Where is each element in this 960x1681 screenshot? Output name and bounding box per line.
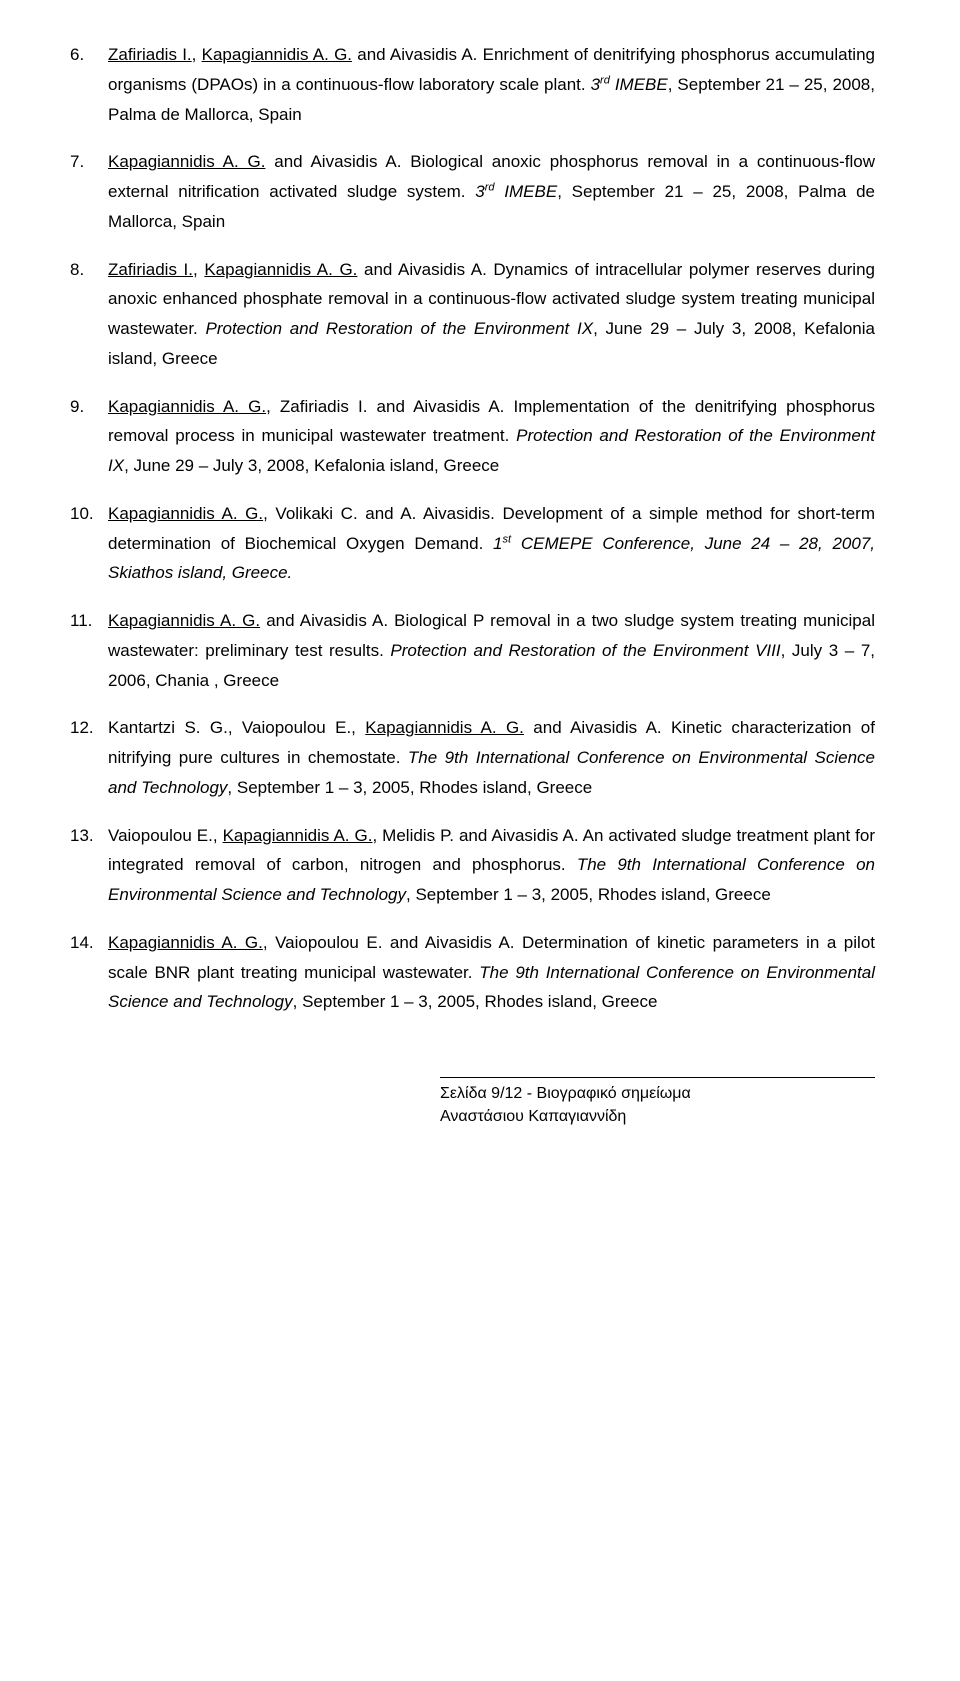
reference-item: Kapagiannidis A. G. and Aivasidis A. Bio…: [70, 147, 875, 236]
reference-item: Zafiriadis I., Kapagiannidis A. G. and A…: [70, 255, 875, 374]
reference-item: Kapagiannidis A. G. and Aivasidis A. Bio…: [70, 606, 875, 695]
reference-item: Kapagiannidis A. G., Volikaki C. and A. …: [70, 499, 875, 588]
reference-item: Zafiriadis I., Kapagiannidis A. G. and A…: [70, 40, 875, 129]
reference-item: Vaiopoulou E., Kapagiannidis A. G., Meli…: [70, 821, 875, 910]
reference-list: Zafiriadis I., Kapagiannidis A. G. and A…: [70, 40, 875, 1017]
footer-line-1: Σελίδα 9/12 - Βιογραφικό σημείωμα: [440, 1082, 875, 1105]
page-footer: Σελίδα 9/12 - Βιογραφικό σημείωμα Αναστά…: [440, 1077, 875, 1128]
reference-item: Kapagiannidis A. G., Vaiopoulou E. and A…: [70, 928, 875, 1017]
reference-item: Kantartzi S. G., Vaiopoulou E., Kapagian…: [70, 713, 875, 802]
reference-item: Kapagiannidis A. G., Zafiriadis I. and A…: [70, 392, 875, 481]
footer-line-2: Αναστάσιου Καπαγιαννίδη: [440, 1105, 875, 1128]
